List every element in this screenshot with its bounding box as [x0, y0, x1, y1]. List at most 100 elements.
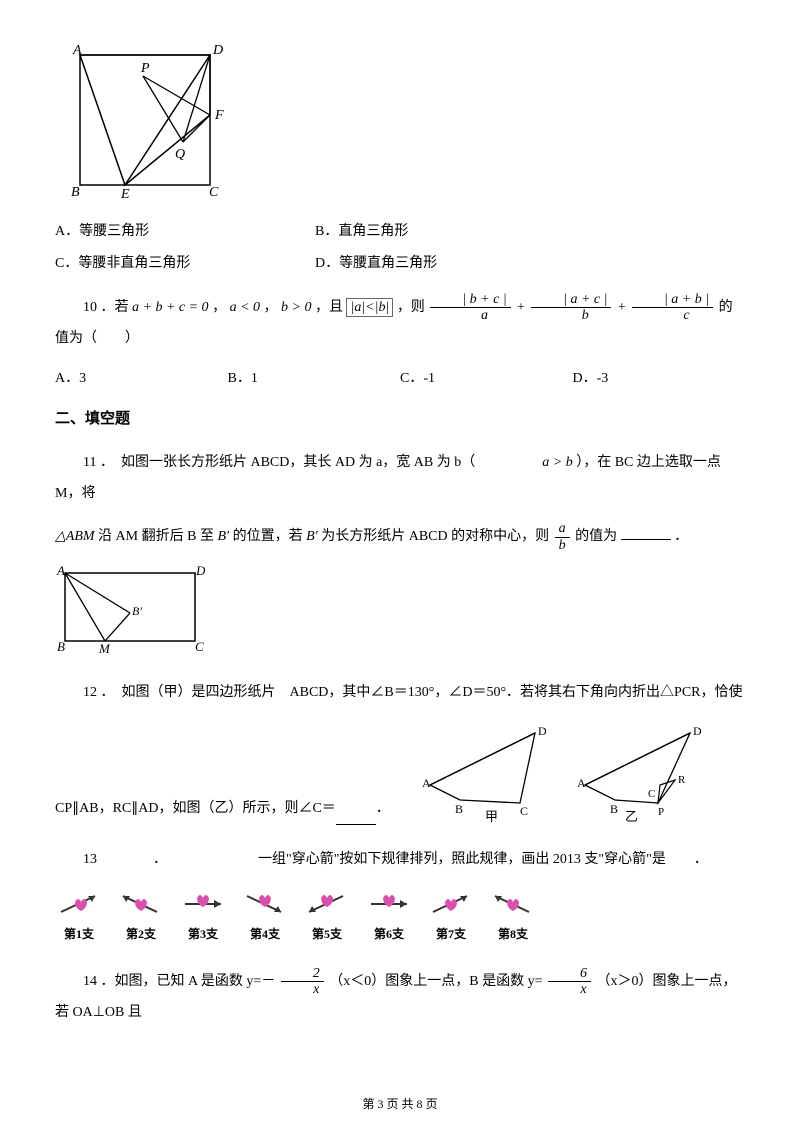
q12-figure: A B C D 甲 A B C D R P 乙	[400, 725, 720, 825]
q10-sep1: ，	[212, 300, 226, 315]
q9-options-row2: C．等腰非直角三角形 D．等腰直角三角形	[55, 252, 745, 272]
arrow-3: 第3支	[179, 888, 227, 942]
q10-frac1: | b + c |a	[430, 292, 510, 324]
arrow-5-label: 第5支	[303, 925, 351, 942]
q12-text-b: CP∥AB，RC∥AD，如图（乙）所示，则∠C＝	[55, 794, 336, 825]
q10-then: ，则	[397, 300, 425, 315]
svg-text:甲: 甲	[485, 809, 498, 824]
svg-text:B: B	[57, 639, 65, 653]
svg-text:B′: B′	[132, 604, 142, 618]
arrow-2-label: 第2支	[117, 925, 165, 942]
q9-svg: A D B C E F P Q	[55, 40, 230, 200]
q12-line2: CP∥AB，RC∥AD，如图（乙）所示，则∠C＝ ． A B C D 甲 A B…	[55, 725, 745, 825]
q11-line2: △ABM 沿 AM 翻折后 B 至 B′ 的位置，若 B′ 为长方形纸片 ABC…	[55, 521, 745, 553]
arrow-8: 第8支	[489, 888, 537, 942]
q10-frac2-den: b	[531, 308, 611, 323]
q10-option-d: D．-3	[573, 367, 746, 387]
arrow-1: 第1支	[55, 888, 103, 942]
arrow-4-label: 第4支	[241, 925, 289, 942]
q11-svg: A D B C M B′	[55, 563, 205, 653]
q10-frac3-den: c	[632, 308, 713, 323]
q14-frac1-num: 2	[281, 966, 324, 982]
q11-cond: a > b	[542, 455, 572, 470]
svg-text:A: A	[422, 776, 431, 790]
q9-options-row1: A．等腰三角形 B．直角三角形	[55, 220, 745, 240]
svg-text:P: P	[140, 61, 150, 76]
q10-mid: ，且	[315, 300, 343, 315]
svg-text:B: B	[610, 802, 618, 816]
svg-text:D: D	[212, 43, 223, 58]
q11-figure: A D B C M B′	[55, 563, 745, 658]
q11-text-g: ．	[674, 529, 688, 544]
svg-text:C: C	[648, 788, 655, 800]
q12-text-a: 12 ． 如图（甲）是四边形纸片 ABCD，其中∠B＝130°，∠D＝50°．若…	[83, 685, 743, 700]
svg-text:P: P	[658, 806, 664, 818]
svg-text:B: B	[71, 185, 80, 200]
q11-text-c: 沿 AM 翻折后 B 至	[98, 529, 214, 544]
q10-option-c: C．-1	[400, 367, 573, 387]
q14-frac1: 2x	[281, 966, 324, 998]
q10-option-b: B．1	[228, 367, 401, 387]
q10-frac3-num: | a + b |	[632, 292, 713, 308]
q10-prefix: 10 ．若	[83, 300, 129, 315]
svg-text:C: C	[209, 185, 219, 200]
svg-text:B: B	[455, 802, 463, 816]
svg-text:R: R	[678, 774, 686, 786]
q10-frac1-den: a	[430, 308, 510, 323]
q10-frac3: | a + b |c	[632, 292, 713, 324]
svg-text:D: D	[195, 563, 205, 578]
q9-option-a: A．等腰三角形	[55, 220, 315, 240]
svg-text:M: M	[98, 641, 111, 653]
q11-text-d: 的位置，若	[233, 529, 303, 544]
q10-frac1-num: | b + c |	[430, 292, 510, 308]
svg-text:F: F	[214, 108, 224, 123]
q14-frac2: 6x	[548, 966, 591, 998]
page-footer: 第 3 页 共 8 页	[0, 1095, 800, 1112]
section-2-title: 二、填空题	[55, 407, 745, 428]
q14-text-b: （x＜0）图象上一点，B 是函数 y=	[329, 974, 542, 989]
q11-text-e: 为长方形纸片 ABCD 的对称中心，则	[321, 529, 549, 544]
svg-text:A: A	[72, 43, 82, 58]
q10-frac2-num: | a + c |	[531, 292, 611, 308]
q10-cond3: b > 0	[281, 300, 311, 315]
q14-frac2-den: x	[548, 982, 591, 997]
arrow-2: 第2支	[117, 888, 165, 942]
q10-text: 10 ．若 a + b + c = 0 ， a < 0 ， b > 0 ，且 |…	[55, 292, 745, 355]
q10-options: A．3 B．1 C．-1 D．-3	[55, 367, 745, 387]
q13-arrows: 第1支 第2支 第3支 第4支 第5支 第6支 第7支 第8支	[55, 888, 745, 942]
svg-text:A: A	[577, 776, 586, 790]
arrow-7: 第7支	[427, 888, 475, 942]
svg-text:E: E	[120, 187, 130, 200]
q11-bprime2: B′	[306, 529, 318, 544]
q9-option-d: D．等腰直角三角形	[315, 252, 555, 272]
q9-option-c: C．等腰非直角三角形	[55, 252, 315, 272]
svg-text:Q: Q	[175, 147, 185, 162]
arrow-6: 第6支	[365, 888, 413, 942]
q11-frac: ab	[555, 521, 570, 553]
q14-text-a: 14 ．如图，已知 A 是函数 y=－	[83, 974, 275, 989]
q9-figure: A D B C E F P Q	[55, 40, 745, 200]
q11-text-f: 的值为	[575, 529, 617, 544]
q13-text: 13 ． 一组"穿心箭"按如下规律排列，照此规律，画出 2013 支"穿心箭"是…	[55, 845, 745, 876]
q14-frac2-num: 6	[548, 966, 591, 982]
q10-cond2: a < 0	[230, 300, 260, 315]
svg-text:乙: 乙	[625, 809, 638, 824]
q11-text-a: 11 ． 如图一张长方形纸片 ABCD，其长 AD 为 a，宽 AB 为 b（	[83, 455, 475, 470]
q10-absrel: |a|<|b|	[346, 298, 393, 317]
svg-text:C: C	[195, 639, 204, 653]
arrow-8-label: 第8支	[489, 925, 537, 942]
q12-line1: 12 ． 如图（甲）是四边形纸片 ABCD，其中∠B＝130°，∠D＝50°．若…	[55, 678, 745, 709]
svg-text:C: C	[520, 804, 528, 818]
q11-blank	[621, 526, 671, 540]
q11-frac-num: a	[555, 521, 570, 537]
arrow-5: 第5支	[303, 888, 351, 942]
arrow-4: 第4支	[241, 888, 289, 942]
arrow-3-label: 第3支	[179, 925, 227, 942]
svg-text:A: A	[56, 563, 65, 578]
q11-line1: 11 ． 如图一张长方形纸片 ABCD，其长 AD 为 a，宽 AB 为 b（ …	[55, 448, 745, 510]
svg-text:D: D	[693, 725, 702, 738]
q14-text: 14 ．如图，已知 A 是函数 y=－ 2x （x＜0）图象上一点，B 是函数 …	[55, 966, 745, 1029]
q10-sep2: ，	[264, 300, 278, 315]
q9-option-b: B．直角三角形	[315, 220, 555, 240]
q10-option-a: A．3	[55, 367, 228, 387]
